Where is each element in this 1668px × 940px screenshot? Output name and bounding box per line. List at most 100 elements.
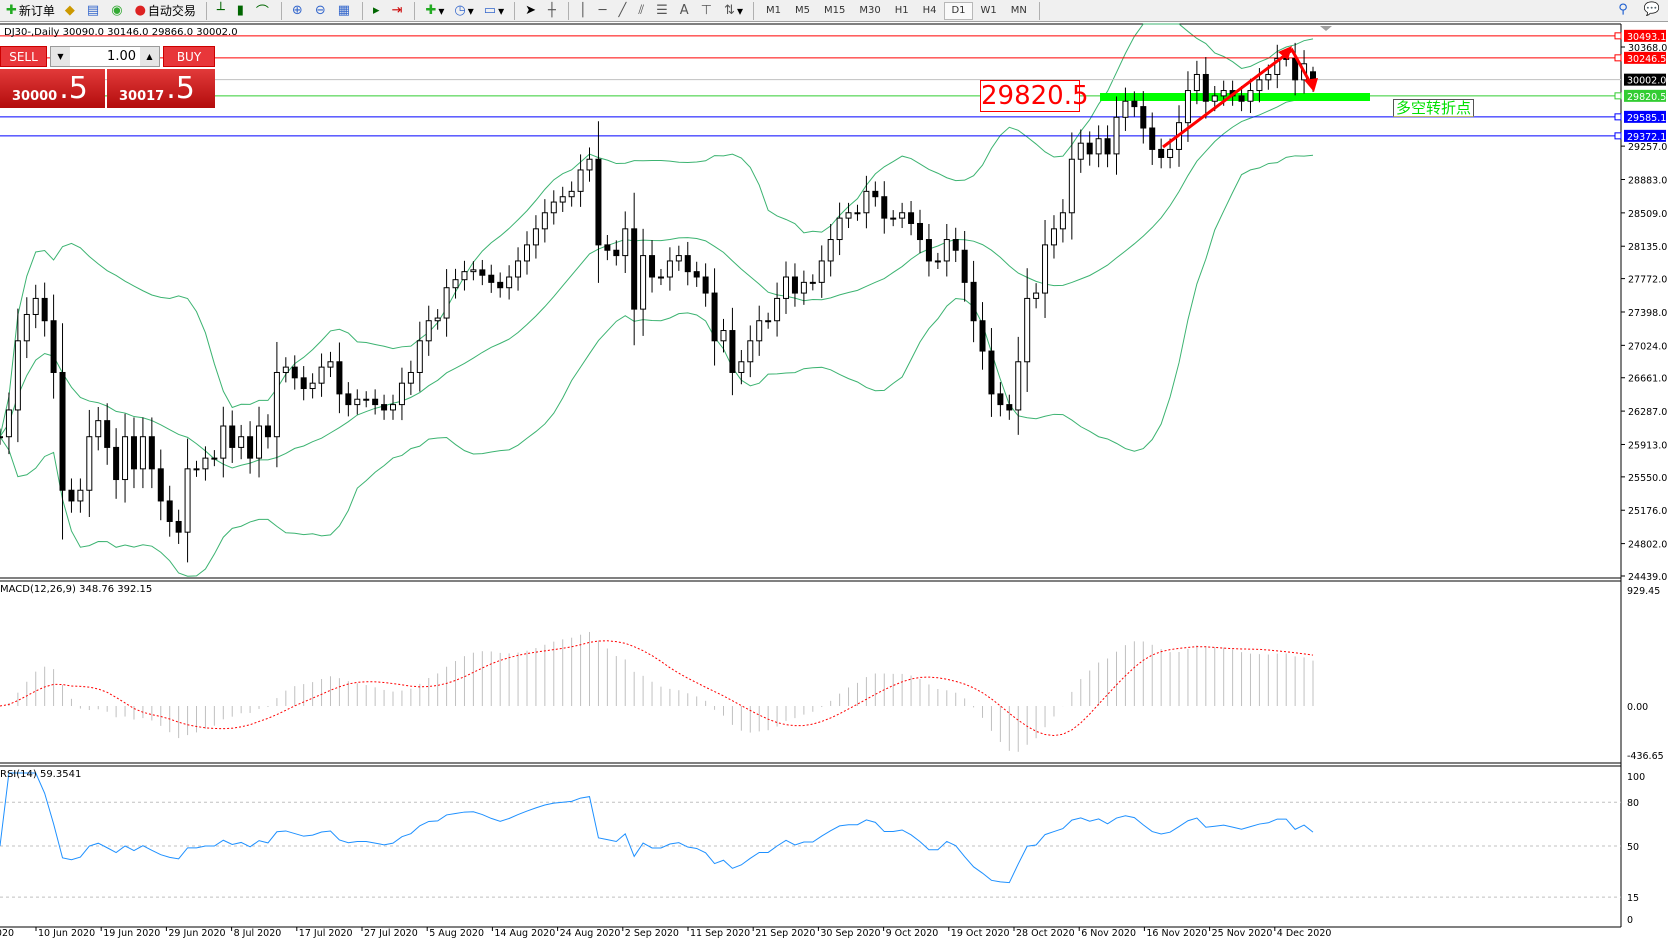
timeframe-m1[interactable]: M1 bbox=[765, 5, 781, 16]
bear-candle bbox=[488, 274, 495, 283]
timeframe-mn[interactable]: MN bbox=[1010, 5, 1027, 16]
vertical-line-button[interactable]: │ bbox=[575, 1, 593, 21]
date-label: 28 Oct 2020 bbox=[1016, 928, 1075, 939]
lot-size-value[interactable]: 1.00 bbox=[107, 49, 136, 64]
text-button[interactable]: A bbox=[676, 1, 695, 21]
timeframe-d1[interactable]: D1 bbox=[944, 1, 973, 20]
rsi-axis-label: 50 bbox=[1627, 842, 1639, 853]
text-label-button[interactable]: ⊤ bbox=[697, 1, 718, 21]
bear-candle bbox=[166, 500, 173, 522]
bull-candle bbox=[0, 436, 3, 439]
buy-price-button[interactable]: 30017 .5 bbox=[107, 69, 215, 108]
bear-candle bbox=[649, 255, 656, 278]
market-watch-button[interactable]: ▤ bbox=[83, 1, 105, 21]
templates-button[interactable]: ▭ ▾ bbox=[483, 3, 505, 18]
price-axis-label: 27024.0 bbox=[1628, 341, 1667, 352]
date-label: 19 Oct 2020 bbox=[950, 928, 1010, 939]
trendline-icon: ╱ bbox=[618, 3, 627, 18]
bull-candle bbox=[640, 255, 647, 310]
price-tag: 29372.1 bbox=[1627, 132, 1666, 143]
price-axis-label: 28883.0 bbox=[1628, 175, 1667, 186]
sell-price-fraction: .5 bbox=[59, 71, 88, 106]
bull-candle bbox=[1077, 142, 1084, 160]
candlestick-button[interactable]: ▮ bbox=[233, 1, 250, 21]
horizontal-line-button[interactable]: ─ bbox=[595, 1, 613, 21]
timeframe-w1[interactable]: W1 bbox=[980, 5, 997, 16]
buy-button[interactable]: BUY bbox=[163, 46, 215, 67]
history-button[interactable]: ◆ bbox=[61, 1, 81, 21]
price-axis-label: 27398.0 bbox=[1628, 308, 1667, 319]
bear-candle bbox=[41, 297, 48, 322]
pivot-text-label[interactable]: 多空转折点 bbox=[1393, 99, 1474, 117]
autoscroll-button[interactable]: ▸ bbox=[369, 1, 386, 21]
timeframe-m15[interactable]: M15 bbox=[823, 5, 846, 16]
bear-candle bbox=[613, 249, 620, 257]
bull-candle bbox=[202, 457, 209, 470]
bar-chart-button[interactable]: ┴ bbox=[213, 1, 231, 21]
macd-axis-label: 0.00 bbox=[1627, 702, 1648, 713]
zoom-in-button[interactable]: ⊕ bbox=[288, 1, 309, 21]
macd-panel: 929.45 0.00 -436.65 bbox=[0, 586, 1664, 762]
zoom-out-button[interactable]: ⊖ bbox=[311, 1, 332, 21]
arrows-button[interactable]: ⇅ ▾ bbox=[724, 3, 743, 18]
fibonacci-button[interactable]: ☰ bbox=[652, 1, 674, 21]
trendline-button[interactable]: ╱ bbox=[615, 1, 633, 21]
timeframe-h4[interactable]: H4 bbox=[922, 5, 937, 16]
bull-candle bbox=[443, 287, 450, 319]
timeframe-h1[interactable]: H1 bbox=[894, 5, 909, 16]
bull-candle bbox=[425, 320, 432, 342]
date-label: 21 Sep 2020 bbox=[755, 928, 816, 939]
bear-candle bbox=[300, 377, 307, 390]
bear-candle bbox=[59, 371, 66, 491]
chart-shift-button[interactable]: ⇥ bbox=[388, 1, 409, 21]
crosshair-icon: ┼ bbox=[548, 3, 556, 18]
bear-candle bbox=[631, 228, 638, 310]
chat-icon[interactable]: 💬 bbox=[1643, 2, 1660, 17]
date-label: 27 Jul 2020 bbox=[364, 928, 418, 939]
bull-candle bbox=[675, 255, 682, 262]
line-chart-button[interactable]: ⌒ bbox=[252, 1, 275, 21]
arrow-head bbox=[1304, 78, 1318, 92]
price-axis-label: 26287.0 bbox=[1628, 407, 1667, 418]
add-indicator-button[interactable]: ✚ ▾ bbox=[425, 3, 445, 18]
crosshair-button[interactable]: ┼ bbox=[544, 1, 562, 21]
tile-windows-button[interactable]: ▦ bbox=[334, 1, 356, 21]
cursor-button[interactable]: ➤ bbox=[521, 1, 542, 21]
lot-size-input[interactable]: ▼ 1.00 ▲ bbox=[50, 46, 160, 67]
auto-trading-button[interactable]: ● 自动交易 bbox=[134, 3, 196, 18]
zoom-out-icon: ⊖ bbox=[314, 3, 326, 18]
timeframe-m30[interactable]: M30 bbox=[859, 5, 881, 16]
add-indicator-icon: ✚ bbox=[425, 3, 437, 18]
bull-candle bbox=[800, 281, 807, 294]
bull-candle bbox=[657, 276, 664, 279]
date-label: 16 Nov 2020 bbox=[1146, 928, 1208, 939]
sell-price-button[interactable]: 30000 .5 bbox=[0, 69, 105, 108]
date-label: 24 Aug 2020 bbox=[559, 928, 621, 939]
autoscroll-icon: ▸ bbox=[373, 3, 380, 18]
bull-candle bbox=[122, 436, 129, 481]
bear-candle bbox=[916, 222, 923, 241]
timeframe-m5[interactable]: M5 bbox=[794, 5, 810, 16]
bull-candle bbox=[23, 313, 30, 342]
bull-candle bbox=[416, 340, 423, 373]
sell-button[interactable]: SELL bbox=[0, 46, 47, 67]
bear-candle bbox=[925, 239, 932, 262]
text-label-icon: ⊤ bbox=[700, 3, 713, 18]
bull-candle bbox=[738, 361, 745, 373]
signal-button[interactable]: ◉ bbox=[107, 1, 128, 21]
new-order-button[interactable]: ✚ 新订单 bbox=[6, 3, 55, 18]
search-icon[interactable]: ⚲ bbox=[1618, 2, 1628, 17]
bull-candle bbox=[863, 190, 870, 214]
lot-increase-button[interactable]: ▲ bbox=[140, 47, 159, 66]
lot-decrease-button[interactable]: ▼ bbox=[51, 47, 70, 66]
bull-candle bbox=[95, 420, 102, 438]
periods-button[interactable]: ◷ ▾ bbox=[454, 3, 474, 18]
bear-candle bbox=[372, 398, 379, 406]
price-annotation-label[interactable]: 29820.5 bbox=[980, 80, 1089, 112]
tile-windows-icon: ▦ bbox=[337, 3, 351, 18]
date-label: 4 Dec 2020 bbox=[1276, 928, 1332, 939]
equidistant-channel-button[interactable]: ⫽ bbox=[634, 1, 650, 21]
bear-candle bbox=[157, 468, 164, 502]
bull-candle bbox=[836, 217, 843, 241]
